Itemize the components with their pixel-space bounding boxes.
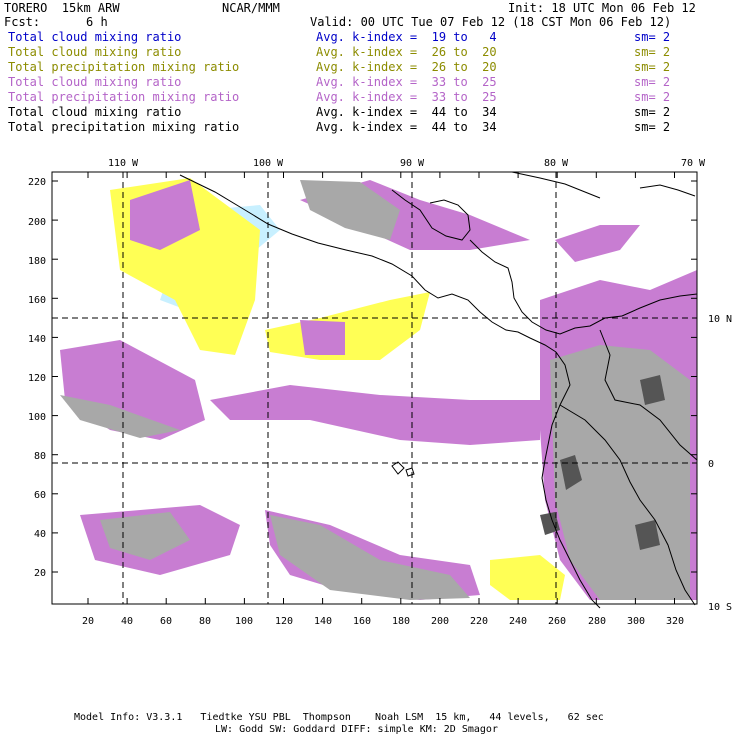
- x-tick-label: 320: [666, 616, 684, 627]
- graticule: [52, 172, 697, 604]
- mexico-coast: [179, 174, 557, 353]
- legend-row-sm: sm= 2: [634, 60, 671, 74]
- y-tick-label: 160: [28, 295, 46, 306]
- purple-cloud: [555, 225, 640, 262]
- y-tick-label: 140: [28, 334, 46, 345]
- axis-ticks: [52, 172, 697, 604]
- legend-row-name: Total cloud mixing ratio: [8, 75, 182, 89]
- legend-row-kindex: Avg. k-index = 44 to 34: [316, 105, 497, 119]
- y-tick-label: 40: [34, 529, 46, 540]
- x-tick-label: 300: [627, 616, 645, 627]
- lon-label: 80 W: [544, 158, 569, 169]
- y-tick-label: 200: [28, 217, 46, 228]
- hispaniola: [639, 184, 696, 197]
- model-info: Model Info: V3.3.1 Tiedtke YSU PBL Thomp…: [74, 712, 604, 723]
- x-tick-label: 240: [509, 616, 527, 627]
- legend-row-kindex: Avg. k-index = 26 to 20: [316, 60, 497, 74]
- legend-row-name: Total cloud mixing ratio: [8, 30, 182, 44]
- caribbean-coast: [469, 239, 623, 335]
- purple-cloud: [210, 385, 540, 445]
- x-tick-label: 40: [121, 616, 133, 627]
- gray-precip: [300, 180, 400, 240]
- legend-row-sm: sm= 2: [634, 30, 671, 44]
- legend-row-name: Total precipitation mixing ratio: [8, 90, 240, 104]
- legend-row-name: Total cloud mixing ratio: [8, 45, 182, 59]
- legend-row-kindex: Avg. k-index = 19 to 4: [316, 30, 497, 44]
- legend-row-name: Total precipitation mixing ratio: [8, 120, 240, 134]
- x-tick-label: 100: [235, 616, 253, 627]
- legend-row-sm: sm= 2: [634, 90, 671, 104]
- lat-label: 0: [708, 459, 714, 470]
- x-tick-label: 80: [199, 616, 211, 627]
- y-tick-label: 120: [28, 373, 46, 384]
- model-title: TORERO 15km ARW: [4, 1, 120, 15]
- yellow-cloud: [490, 555, 565, 600]
- x-tick-label: 220: [470, 616, 488, 627]
- x-tick-label: 200: [431, 616, 449, 627]
- map-frame: [51, 171, 698, 605]
- cuba: [511, 171, 601, 199]
- purple-cloud: [300, 320, 345, 355]
- cloud-fields: [60, 178, 697, 600]
- x-tick-label: 20: [82, 616, 94, 627]
- init-time: Init: 18 UTC Mon 06 Feb 12: [508, 1, 696, 15]
- legend-row-kindex: Avg. k-index = 26 to 20: [316, 45, 497, 59]
- valid-time: Valid: 00 UTC Tue 07 Feb 12 (18 CST Mon …: [310, 15, 672, 29]
- dark-core: [560, 455, 582, 490]
- x-tick-label: 160: [353, 616, 371, 627]
- lon-label: 70 W: [681, 158, 706, 169]
- dark-core: [640, 375, 665, 405]
- lat-label: 10 N: [708, 314, 732, 325]
- legend-row-name: Total cloud mixing ratio: [8, 105, 182, 119]
- forecast-label: Fcst:: [4, 15, 41, 29]
- legend-row-sm: sm= 2: [634, 105, 671, 119]
- y-tick-labels: 220 200 180 160 140 120 100 80 60 40 20: [28, 177, 46, 579]
- physics-info: LW: Godd SW: Goddard DIFF: simple KM: 2D…: [215, 724, 498, 735]
- south-america-west-coast: [541, 459, 601, 609]
- y-tick-label: 100: [28, 412, 46, 423]
- dark-core: [635, 520, 660, 550]
- lat-label: 10 S: [708, 602, 732, 613]
- legend-row-kindex: Avg. k-index = 44 to 34: [316, 120, 497, 134]
- legend-row-sm: sm= 2: [634, 45, 671, 59]
- x-tick-label: 180: [392, 616, 410, 627]
- x-tick-label: 120: [275, 616, 293, 627]
- x-tick-label: 140: [314, 616, 332, 627]
- y-tick-label: 20: [34, 568, 46, 579]
- y-tick-label: 80: [34, 451, 46, 462]
- lon-label: 100 W: [253, 158, 284, 169]
- y-tick-label: 180: [28, 256, 46, 267]
- andes-border: [559, 404, 696, 606]
- x-tick-labels: 20 40 60 80 100 120 140 160 180 200 220 …: [82, 616, 684, 627]
- lon-labels: 110 W 100 W 90 W 80 W 70 W: [108, 158, 706, 169]
- lon-label: 110 W: [108, 158, 139, 169]
- organization-label: NCAR/MMM: [222, 1, 280, 15]
- galapagos: [391, 461, 415, 477]
- lon-label: 90 W: [400, 158, 425, 169]
- yucatan-coast: [391, 189, 471, 241]
- x-tick-label: 60: [160, 616, 172, 627]
- x-tick-label: 260: [548, 616, 566, 627]
- legend-row-sm: sm= 2: [634, 120, 671, 134]
- legend-row-sm: sm= 2: [634, 75, 671, 89]
- dark-core: [540, 512, 560, 535]
- gray-precip: [270, 515, 470, 600]
- gray-precip: [60, 395, 180, 438]
- purple-cloud: [130, 180, 200, 250]
- legend-row-kindex: Avg. k-index = 33 to 25: [316, 75, 497, 89]
- yellow-cloud: [265, 292, 430, 360]
- y-tick-label: 60: [34, 490, 46, 501]
- y-tick-label: 220: [28, 177, 46, 188]
- legend-row-kindex: Avg. k-index = 33 to 25: [316, 90, 497, 104]
- lat-labels: 10 N 0 10 S: [708, 314, 732, 613]
- forecast-hour: 6 h: [86, 15, 108, 29]
- interior-border: [599, 329, 698, 461]
- coastlines: [179, 171, 698, 609]
- x-tick-label: 280: [588, 616, 606, 627]
- legend-row-name: Total precipitation mixing ratio: [8, 60, 240, 74]
